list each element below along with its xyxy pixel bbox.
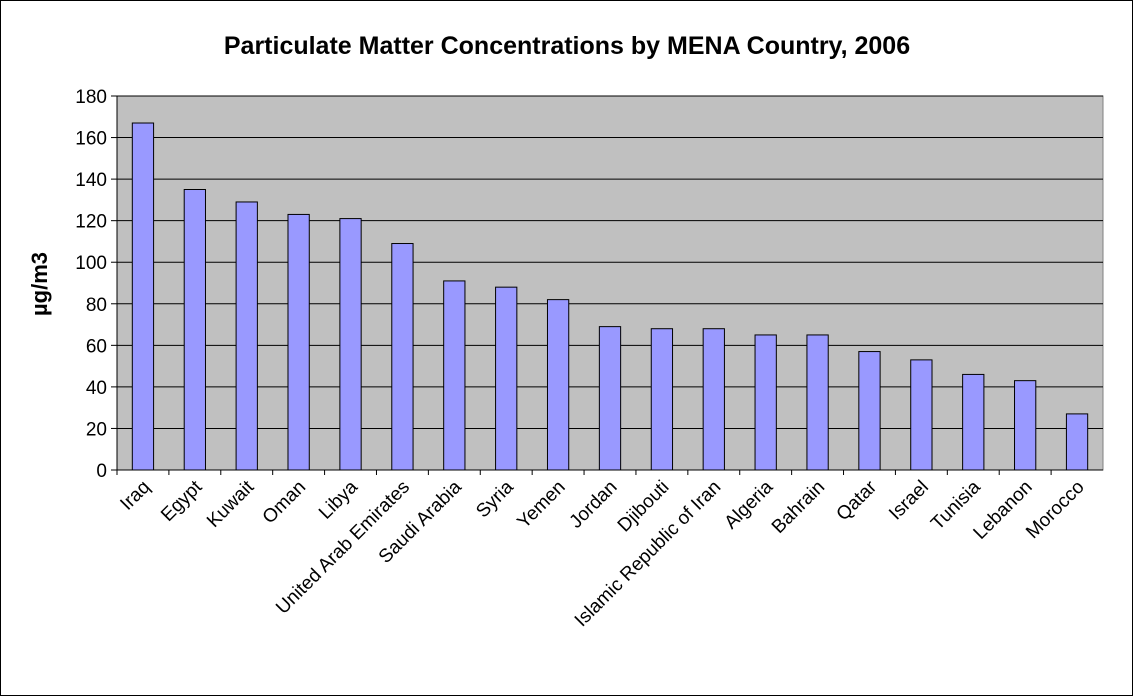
x-category-label: Morocco [1022,477,1088,543]
bar-bahrain [806,334,829,471]
x-category-label: Yemen [513,477,569,533]
y-tick-label: 40 [86,378,107,399]
y-tick-label: 80 [86,295,107,316]
y-tick-label: 0 [96,461,107,482]
bar-tunisia [962,373,985,471]
bar-jordan [598,326,622,471]
x-category-label: Bahrain [768,477,829,538]
chart-title: Particulate Matter Concentrations by MEN… [224,32,910,60]
y-tick-label: 20 [86,419,107,440]
bar-islamic-republic-of-iran [702,328,725,471]
x-category-label: Kuwait [203,476,259,532]
bar-lebanon [1014,380,1037,471]
bar-oman [287,213,310,471]
bar-qatar [858,351,881,471]
y-axis-title: µg/m3 [27,252,52,316]
bar-saudi-arabia [443,280,466,471]
x-category-label: Qatar [833,476,882,525]
x-category-label: Israel [885,477,933,525]
bar-kuwait [235,201,258,471]
y-tick-label: 140 [75,170,107,191]
x-category-label: Libya [315,476,362,523]
bar-iraq [131,122,155,471]
x-category-label: Jordan [566,477,622,533]
bar-egypt [183,189,206,471]
bar-djibouti [650,328,674,471]
x-category-label: Egypt [157,476,207,526]
x-category-label: Iraq [116,477,154,515]
y-tick-label: 60 [86,336,107,357]
x-category-label: Oman [259,477,310,528]
x-category-label: Syria [472,476,518,522]
bar-algeria [754,334,777,471]
bar-yemen [546,299,570,471]
bar-morocco [1065,413,1089,471]
y-tick-label: 160 [75,129,107,150]
bar-libya [339,218,362,471]
bar-israel [910,359,933,471]
bar-syria [495,286,518,471]
y-tick-label: 180 [75,87,107,108]
bar-united-arab-emirates [391,243,414,471]
y-tick-label: 120 [75,212,107,233]
y-tick-label: 100 [75,253,107,274]
